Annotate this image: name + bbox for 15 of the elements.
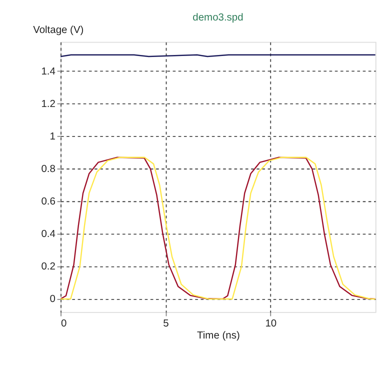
y-tick-label: 0.4	[41, 229, 56, 240]
x-tick-label: 10	[265, 318, 277, 330]
x-tick-label: 5	[163, 318, 170, 330]
y-tick-label: 1	[50, 132, 56, 143]
line-series	[60, 156, 376, 300]
y-tick-label: 1.2	[41, 98, 56, 110]
chart-title: demo3.spd	[192, 12, 244, 24]
y-axis-title: Voltage (V)	[33, 25, 84, 36]
y-tick-label: 0.2	[41, 262, 56, 273]
x-axis-title: Time (ns)	[197, 330, 240, 342]
y-tick-label: 0.8	[41, 164, 56, 176]
y-tick-label: 0.6	[41, 196, 56, 208]
x-tick-label: 0	[61, 318, 68, 330]
y-tick-label: 0	[50, 294, 56, 306]
y-tick-label: 1.4	[41, 66, 56, 78]
